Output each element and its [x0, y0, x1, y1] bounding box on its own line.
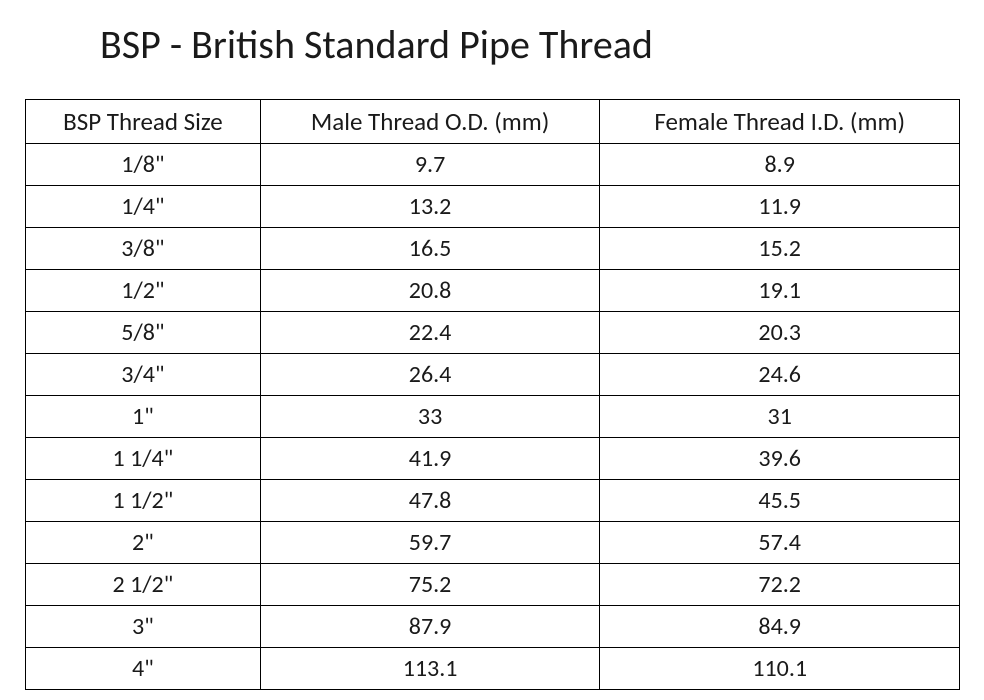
cell-size: 1"	[26, 396, 261, 438]
table-row: 1/8"9.78.9	[26, 144, 960, 186]
cell-size: 4"	[26, 648, 261, 690]
cell-size: 3/4"	[26, 354, 261, 396]
table-body: 1/8"9.78.91/4"13.211.93/8"16.515.21/2"20…	[26, 144, 960, 690]
column-header-female-id: Female Thread I.D. (mm)	[600, 100, 960, 144]
cell-size: 2 1/2"	[26, 564, 261, 606]
cell-female-id: 39.6	[600, 438, 960, 480]
table-row: 1 1/4"41.939.6	[26, 438, 960, 480]
cell-size: 1 1/2"	[26, 480, 261, 522]
cell-female-id: 15.2	[600, 228, 960, 270]
cell-size: 3/8"	[26, 228, 261, 270]
cell-male-od: 47.8	[260, 480, 600, 522]
cell-female-id: 11.9	[600, 186, 960, 228]
cell-female-id: 19.1	[600, 270, 960, 312]
cell-size: 1/4"	[26, 186, 261, 228]
cell-female-id: 72.2	[600, 564, 960, 606]
cell-male-od: 13.2	[260, 186, 600, 228]
cell-male-od: 59.7	[260, 522, 600, 564]
cell-size: 1/8"	[26, 144, 261, 186]
table-row: 1"3331	[26, 396, 960, 438]
cell-male-od: 75.2	[260, 564, 600, 606]
page-title: BSP - British Standard Pipe Thread	[0, 0, 984, 99]
cell-male-od: 16.5	[260, 228, 600, 270]
cell-female-id: 8.9	[600, 144, 960, 186]
cell-male-od: 22.4	[260, 312, 600, 354]
table-header-row: BSP Thread Size Male Thread O.D. (mm) Fe…	[26, 100, 960, 144]
cell-size: 5/8"	[26, 312, 261, 354]
bsp-thread-table: BSP Thread Size Male Thread O.D. (mm) Fe…	[25, 99, 960, 690]
cell-male-od: 20.8	[260, 270, 600, 312]
cell-female-id: 110.1	[600, 648, 960, 690]
cell-size: 1/2"	[26, 270, 261, 312]
table-row: 3/4"26.424.6	[26, 354, 960, 396]
table-row: 3/8"16.515.2	[26, 228, 960, 270]
cell-male-od: 33	[260, 396, 600, 438]
table-row: 1 1/2"47.845.5	[26, 480, 960, 522]
cell-male-od: 113.1	[260, 648, 600, 690]
cell-size: 3"	[26, 606, 261, 648]
cell-female-id: 31	[600, 396, 960, 438]
table-row: 5/8"22.420.3	[26, 312, 960, 354]
cell-female-id: 24.6	[600, 354, 960, 396]
cell-female-id: 57.4	[600, 522, 960, 564]
table-row: 4"113.1110.1	[26, 648, 960, 690]
cell-size: 2"	[26, 522, 261, 564]
table-row: 1/4"13.211.9	[26, 186, 960, 228]
cell-female-id: 84.9	[600, 606, 960, 648]
table-row: 1/2"20.819.1	[26, 270, 960, 312]
column-header-male-od: Male Thread O.D. (mm)	[260, 100, 600, 144]
cell-male-od: 9.7	[260, 144, 600, 186]
cell-female-id: 45.5	[600, 480, 960, 522]
cell-male-od: 87.9	[260, 606, 600, 648]
table-row: 3"87.984.9	[26, 606, 960, 648]
cell-female-id: 20.3	[600, 312, 960, 354]
table-row: 2 1/2"75.272.2	[26, 564, 960, 606]
cell-male-od: 26.4	[260, 354, 600, 396]
cell-size: 1 1/4"	[26, 438, 261, 480]
table-row: 2"59.757.4	[26, 522, 960, 564]
column-header-size: BSP Thread Size	[26, 100, 261, 144]
cell-male-od: 41.9	[260, 438, 600, 480]
